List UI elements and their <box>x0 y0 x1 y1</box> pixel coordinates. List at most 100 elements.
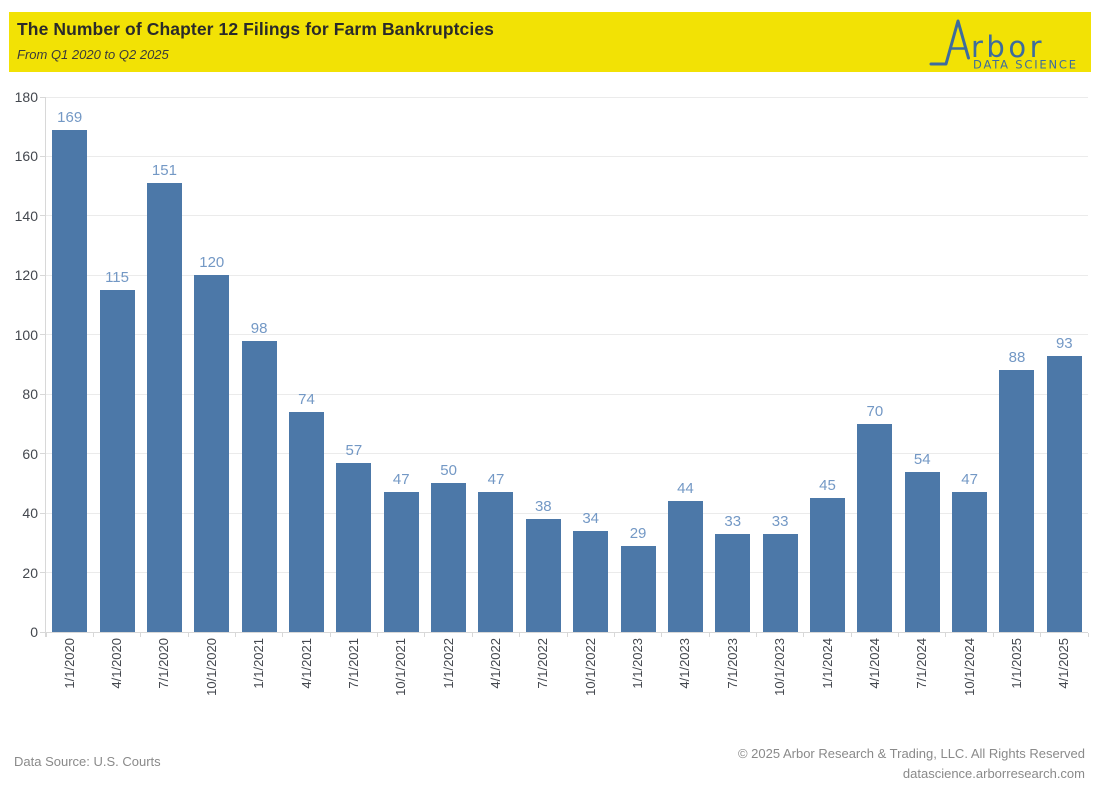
y-axis-tick-label: 0 <box>30 624 38 640</box>
bar-value-label: 38 <box>534 498 552 516</box>
x-axis-tick <box>708 633 710 637</box>
x-axis-tick-label: 4/1/2023 <box>677 638 693 689</box>
bar-value-label: 50 <box>440 462 457 480</box>
bar-value-label: 33 <box>724 512 742 530</box>
bar[interactable] <box>857 423 893 632</box>
x-axis-tick <box>1087 633 1089 637</box>
bar-value-label: 47 <box>961 471 978 489</box>
logo-brand-text: rbor <box>971 30 1045 64</box>
x-axis-tick <box>282 633 284 637</box>
y-gridline <box>46 512 1088 514</box>
y-axis-tick-label: 160 <box>14 148 38 165</box>
chart-subtitle: From Q1 2020 to Q2 2025 <box>17 47 169 62</box>
x-axis-tick <box>424 633 426 637</box>
y-axis-tick <box>40 334 45 336</box>
x-axis-tick <box>992 633 994 637</box>
bar[interactable] <box>620 545 656 632</box>
bar-value-label: 54 <box>913 450 931 468</box>
y-axis-tick-label: 20 <box>22 564 38 581</box>
x-axis-tick <box>471 633 473 637</box>
x-axis-tick-label: 10/1/2023 <box>772 638 788 696</box>
bar[interactable] <box>99 290 135 632</box>
bar[interactable] <box>383 492 419 632</box>
x-axis-tick <box>566 633 568 637</box>
bar[interactable] <box>762 533 798 632</box>
bar[interactable] <box>52 129 88 632</box>
y-gridline <box>46 334 1088 336</box>
bar[interactable] <box>952 492 988 632</box>
x-axis-tick-label: 4/1/2024 <box>866 638 882 689</box>
y-axis-line <box>45 97 46 637</box>
x-axis-tick-label: 1/1/2025 <box>1008 638 1024 689</box>
bar[interactable] <box>241 340 277 632</box>
bar-value-label: 29 <box>629 524 647 542</box>
bar-value-label: 115 <box>105 269 129 287</box>
bar[interactable] <box>1046 355 1082 632</box>
y-axis-tick <box>40 96 45 98</box>
x-axis-tick <box>519 633 521 637</box>
bar-value-label: 93 <box>1055 334 1073 352</box>
y-axis-tick <box>40 512 45 514</box>
y-axis-tick-label: 100 <box>14 326 38 343</box>
arbor-logo: rbor DATA SCIENCE <box>929 19 1076 71</box>
y-axis-tick-label: 120 <box>14 267 38 284</box>
bar[interactable] <box>525 519 561 632</box>
chart-title: The Number of Chapter 12 Filings for Far… <box>17 19 495 39</box>
x-axis-line <box>45 632 1088 633</box>
x-axis-tick-label: 4/1/2021 <box>298 638 314 689</box>
y-axis-tick <box>40 274 45 276</box>
y-axis-tick <box>40 215 45 217</box>
x-axis-tick <box>1040 633 1042 637</box>
bar-value-label: 34 <box>582 509 600 527</box>
y-gridline <box>46 96 1088 98</box>
x-axis-tick <box>187 633 189 637</box>
data-source-note: Data Source: U.S. Courts <box>14 754 161 769</box>
bar[interactable] <box>336 462 372 632</box>
x-axis-tick <box>755 633 757 637</box>
bar[interactable] <box>478 492 514 632</box>
x-axis-tick-label: 10/1/2020 <box>203 638 219 696</box>
x-axis-tick <box>377 633 379 637</box>
bar[interactable] <box>146 183 182 632</box>
bar[interactable] <box>810 498 845 632</box>
x-axis-tick <box>613 633 615 637</box>
y-axis-tick <box>40 453 45 455</box>
bar[interactable] <box>667 501 703 632</box>
x-axis-tick-label: 4/1/2025 <box>1056 638 1072 689</box>
x-axis-tick-label: 7/1/2023 <box>724 638 740 689</box>
y-axis-tick-label: 180 <box>14 89 38 105</box>
x-axis-tick-label: 1/1/2021 <box>251 638 267 689</box>
x-axis-tick <box>45 633 47 637</box>
y-axis-tick <box>40 631 45 633</box>
bar[interactable] <box>194 275 230 632</box>
bar-value-label: 45 <box>819 477 836 495</box>
y-gridline <box>46 215 1088 217</box>
y-axis-tick-label: 40 <box>22 505 38 522</box>
bar[interactable] <box>715 533 751 632</box>
x-axis-tick-label: 7/1/2020 <box>156 638 172 689</box>
bar[interactable] <box>431 483 467 632</box>
x-axis-tick <box>234 633 236 637</box>
bar-value-label: 57 <box>345 441 363 459</box>
x-axis-tick <box>140 633 142 637</box>
website-link[interactable]: datascience.arborresearch.com <box>902 766 1085 781</box>
bar-value-label: 47 <box>392 471 410 489</box>
bar[interactable] <box>289 412 324 632</box>
bar-value-label: 33 <box>771 512 789 530</box>
x-axis-tick-label: 1/1/2023 <box>630 638 646 689</box>
bar[interactable] <box>904 471 940 632</box>
copyright-text: © 2025 Arbor Research & Trading, LLC. Al… <box>737 746 1085 761</box>
x-axis-tick-label: 1/1/2022 <box>440 638 456 689</box>
y-axis-tick-label: 60 <box>22 445 38 462</box>
bar-value-label: 98 <box>250 319 268 337</box>
x-axis-tick <box>850 633 852 637</box>
x-axis-tick-label: 7/1/2021 <box>345 638 361 689</box>
x-axis-tick-label: 1/1/2024 <box>819 638 835 689</box>
x-axis-tick-label: 10/1/2022 <box>582 638 598 696</box>
y-axis-tick-label: 140 <box>14 207 38 224</box>
bar[interactable] <box>999 370 1035 632</box>
bar-value-label: 74 <box>298 391 315 409</box>
y-axis-tick-label: 80 <box>22 386 38 403</box>
bar[interactable] <box>573 530 609 632</box>
